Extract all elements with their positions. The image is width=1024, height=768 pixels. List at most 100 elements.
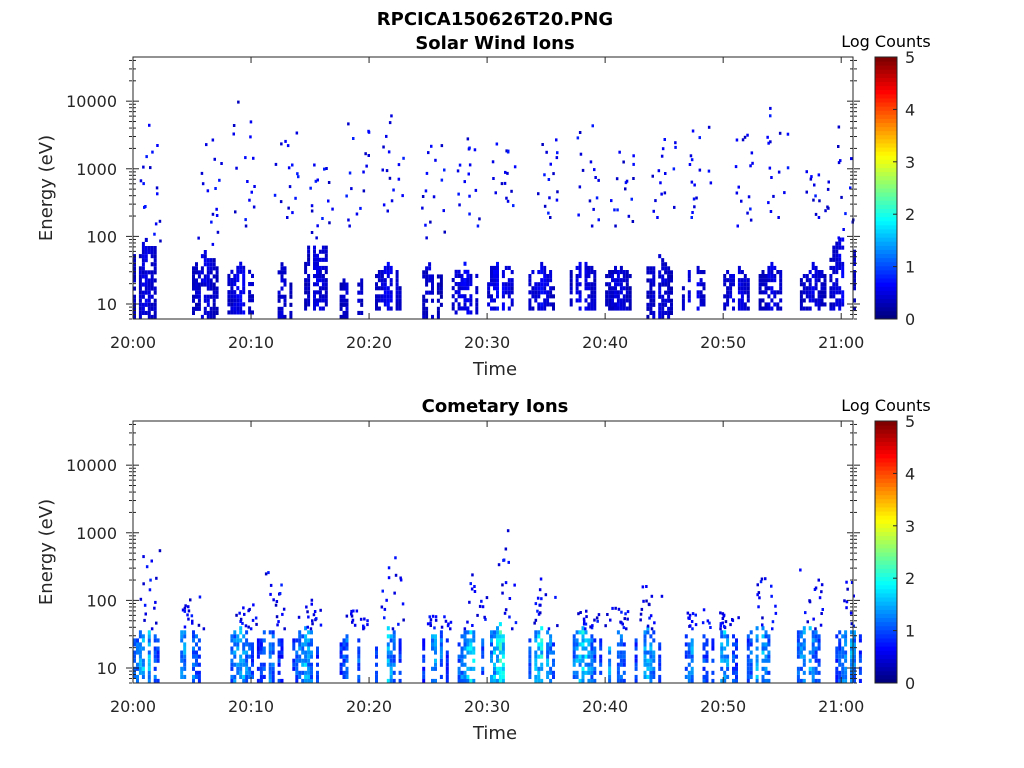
spectrogram-cell bbox=[301, 662, 305, 667]
spectrogram-cell bbox=[501, 678, 505, 683]
spectrogram-cell bbox=[386, 274, 390, 279]
spectrogram-cell bbox=[445, 662, 449, 667]
spectrogram-cell bbox=[321, 306, 325, 311]
spectrogram-cell bbox=[764, 278, 768, 283]
colorbar-segment bbox=[875, 163, 897, 169]
spectrogram-cell bbox=[628, 274, 632, 279]
spectrogram-cell bbox=[740, 199, 743, 203]
spectrogram-cell bbox=[251, 282, 254, 287]
spectrogram-cell bbox=[233, 638, 237, 643]
spectrogram-cell bbox=[805, 286, 809, 291]
spectrogram-cell bbox=[245, 638, 249, 643]
spectrogram-cell bbox=[766, 135, 769, 139]
spectrogram-cell bbox=[469, 646, 473, 651]
spectrogram-cell bbox=[584, 627, 587, 631]
spectrogram-cell bbox=[251, 618, 255, 622]
spectrogram-cell bbox=[439, 286, 443, 291]
spectrogram-cell bbox=[622, 160, 625, 164]
spectrogram-cell bbox=[746, 278, 750, 283]
colorbar-segment bbox=[875, 102, 897, 107]
colorbar-segment bbox=[875, 130, 897, 136]
spectrogram-cell bbox=[832, 306, 836, 311]
spectrogram-cell bbox=[623, 617, 626, 621]
spectrogram-cell bbox=[817, 302, 821, 307]
spectrogram-cell bbox=[614, 282, 617, 287]
figure-title: RPCICA150626T20.PNG bbox=[377, 9, 613, 30]
spectrogram-cell bbox=[233, 302, 237, 307]
spectrogram-cell bbox=[622, 270, 626, 275]
spectrogram-cell bbox=[230, 306, 234, 311]
spectrogram-cell bbox=[148, 123, 151, 127]
spectrogram-cell bbox=[723, 274, 727, 279]
spectrogram-cell bbox=[746, 282, 750, 287]
spectrogram-cell bbox=[622, 654, 626, 659]
spectrogram-cell bbox=[395, 302, 399, 307]
spectrogram-cell bbox=[667, 290, 671, 295]
spectrogram-cell bbox=[814, 265, 818, 270]
spectrogram-cell bbox=[729, 282, 733, 287]
spectrogram-cell bbox=[398, 302, 402, 307]
spectrogram-cell bbox=[619, 650, 623, 655]
spectrogram-cell bbox=[153, 666, 157, 671]
spectrogram-cell bbox=[375, 302, 378, 307]
spectrogram-cell bbox=[460, 654, 464, 659]
spectrogram-cell bbox=[687, 650, 691, 655]
spectrogram-cell bbox=[628, 302, 632, 307]
spectrogram-cell bbox=[649, 634, 653, 639]
spectrogram-cell bbox=[597, 178, 600, 182]
spectrogram-cell bbox=[275, 600, 279, 603]
colorbar-segment bbox=[875, 433, 897, 438]
spectrogram-cell bbox=[649, 278, 653, 283]
spectrogram-cell bbox=[245, 674, 249, 679]
spectrogram-cell bbox=[256, 646, 260, 651]
spectrogram-cell bbox=[643, 634, 647, 639]
spectrogram-cell bbox=[458, 203, 461, 207]
spectrogram-cell bbox=[138, 646, 142, 651]
spectrogram-cell bbox=[245, 678, 249, 683]
spectrogram-cell bbox=[720, 658, 724, 663]
spectrogram-cell bbox=[660, 154, 664, 158]
spectrogram-cell bbox=[271, 674, 275, 679]
spectrogram-cell bbox=[150, 246, 154, 251]
colorbar-segment bbox=[875, 171, 897, 177]
spectrogram-cell bbox=[614, 294, 617, 299]
spectrogram-cell bbox=[796, 630, 800, 635]
spectrogram-cell bbox=[663, 138, 666, 141]
spectrogram-cell bbox=[650, 594, 654, 598]
spectrogram-cell bbox=[215, 274, 219, 279]
spectrogram-cell bbox=[457, 658, 461, 663]
spectrogram-cell bbox=[758, 286, 762, 291]
spectrogram-cell bbox=[804, 611, 807, 615]
spectrogram-cell bbox=[587, 662, 591, 667]
spectrogram-cell bbox=[802, 678, 806, 683]
spectrogram-cell bbox=[478, 217, 481, 221]
spectrogram-cell bbox=[625, 274, 629, 279]
colorbar-segment bbox=[875, 609, 897, 614]
spectrogram-cell bbox=[316, 178, 319, 182]
spectrogram-cell bbox=[190, 614, 194, 618]
spectrogram-cell bbox=[841, 654, 845, 659]
spectrogram-cell bbox=[212, 310, 216, 315]
spectrogram-cell bbox=[619, 654, 623, 659]
spectrogram-cell bbox=[702, 674, 706, 679]
spectrogram-cell bbox=[357, 290, 361, 295]
spectrogram-cell bbox=[187, 605, 190, 609]
y-tick-label: 1000 bbox=[76, 524, 117, 543]
spectrogram-cell bbox=[722, 624, 726, 628]
spectrogram-cell bbox=[434, 650, 437, 655]
spectrogram-cell bbox=[466, 137, 470, 141]
spectrogram-cell bbox=[277, 290, 281, 295]
spectrogram-cell bbox=[811, 294, 815, 299]
spectrogram-cell bbox=[180, 650, 184, 655]
spectrogram-cell bbox=[702, 654, 706, 659]
spectrogram-cell bbox=[268, 646, 272, 651]
spectrogram-cell bbox=[192, 654, 195, 659]
spectrogram-cell bbox=[649, 658, 653, 663]
spectrogram-cell bbox=[153, 290, 157, 295]
spectrogram-cell bbox=[608, 662, 612, 667]
spectrogram-cell bbox=[385, 598, 388, 602]
spectrogram-cell bbox=[251, 658, 254, 663]
spectrogram-cell bbox=[799, 642, 803, 647]
spectrogram-cell bbox=[133, 258, 136, 263]
spectrogram-cell bbox=[307, 257, 311, 262]
